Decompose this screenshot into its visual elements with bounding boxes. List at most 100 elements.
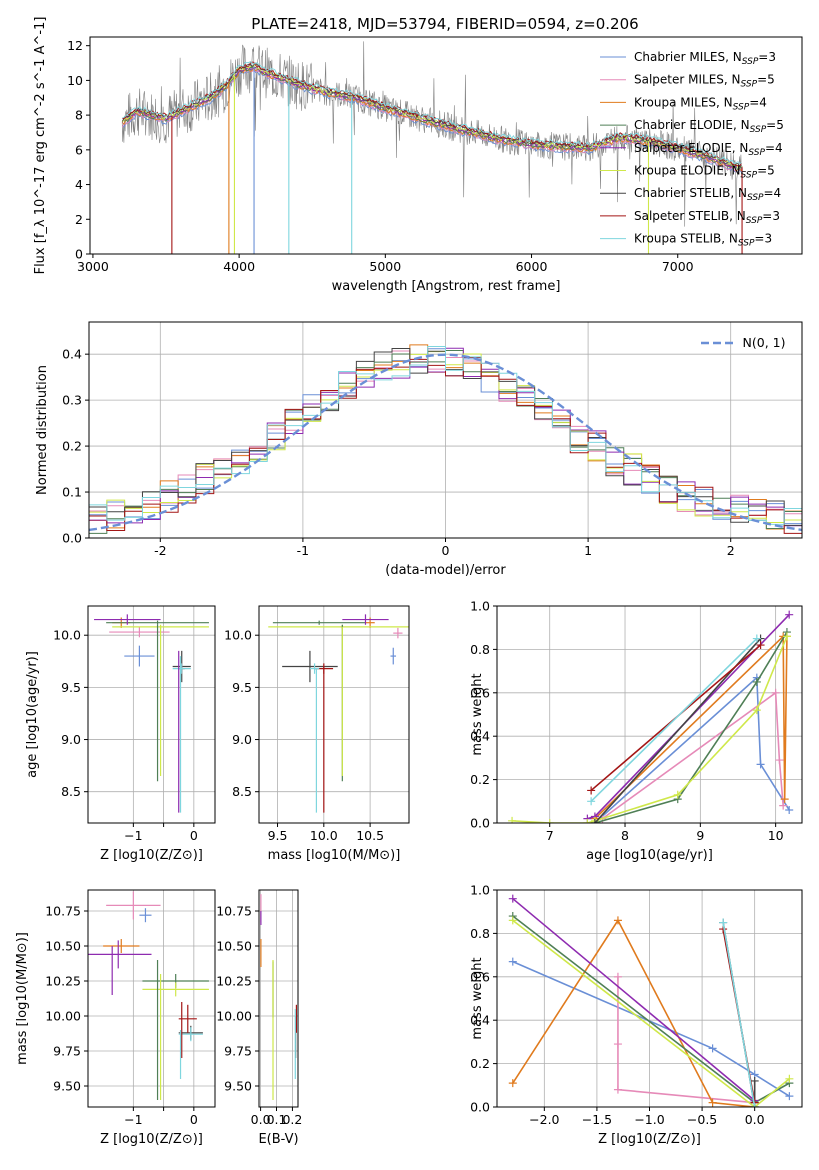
- ylabel: Flux [f_λ 10^-17 erg cm^-2 s^-1 A^-1]: [33, 17, 48, 275]
- xlabel: E(B-V): [258, 1132, 298, 1147]
- xtick-label: 0.0: [745, 1112, 765, 1127]
- xtick-label: 10.5: [356, 828, 384, 843]
- ytick-label: 1.0: [470, 599, 490, 614]
- series-line: [512, 915, 790, 1104]
- ytick-label: 9.50: [224, 1079, 252, 1094]
- marker: [719, 918, 728, 927]
- ylabel: mass weight: [470, 957, 485, 1039]
- axes-frame: [496, 605, 803, 824]
- legend-label: Chabrier ELODIE, NSSP=5: [634, 118, 784, 135]
- ytick-label: 0.0: [470, 1100, 490, 1115]
- series-line: [617, 976, 755, 1104]
- marker: [587, 786, 596, 795]
- marker: [752, 634, 761, 643]
- xtick-label: 0: [190, 1112, 198, 1127]
- xlabel: age [log10(age/yr)]: [586, 848, 713, 863]
- ytick-label: 10.00: [45, 1009, 81, 1024]
- panel-mass_vs_z: −1 0 9.50 9.75 10.00 10.25 10.50 10.75 Z [log10(…: [15, 889, 216, 1147]
- xtick-label: 1: [584, 543, 592, 558]
- marker: [508, 894, 517, 903]
- plot-area: [508, 610, 794, 823]
- ytick-label: 9.0: [232, 732, 252, 747]
- ytick-label: 10.75: [45, 904, 81, 919]
- xtick-label: 7: [546, 828, 554, 843]
- xtick-label: -1: [297, 543, 309, 558]
- ytick-label: 9.5: [232, 680, 252, 695]
- xtick-label: 0.1: [267, 1112, 287, 1127]
- legend-label: Kroupa MILES, NSSP=4: [634, 95, 767, 112]
- marker: [708, 1098, 717, 1107]
- panel-age_vs_z: −1 0 8.5 9.0 9.5 10.0 Z [log10(Z/Z⊙)] age [log1…: [25, 605, 216, 863]
- xtick-label: 9: [696, 828, 704, 843]
- spectrum-model-kroupa_stelib: [122, 61, 742, 165]
- legend-label: Salpeter ELODIE, NSSP=4: [634, 141, 783, 158]
- figure-title: PLATE=2418, MJD=53794, FIBERID=0594, z=0…: [251, 15, 638, 33]
- xlabel: Z [log10(Z/Z⊙)]: [100, 1132, 203, 1147]
- marker: [779, 801, 788, 810]
- legend-label: Chabrier MILES, NSSP=3: [634, 50, 776, 67]
- marker: [785, 1092, 794, 1101]
- axes-frame: [87, 605, 216, 824]
- marker: [613, 1040, 622, 1049]
- spectrum-observed: [121, 41, 743, 227]
- xtick-label: 7000: [662, 259, 694, 274]
- ytick-label: 8: [75, 108, 83, 123]
- ylabel: mass [log10(M/M⊙)]: [15, 932, 30, 1065]
- panel-spectrum: Chabrier MILES, NSSP=3 Salpeter MILES, NS…: [33, 17, 803, 294]
- panel-weight_vs_z: −2.0 −1.5 −1.0 −0.5 0.0 0.0 0.2 0.4 0.6 0.8 1.0 Z […: [470, 883, 803, 1147]
- series-line: [594, 631, 788, 823]
- axes-frame: [89, 36, 803, 255]
- ytick-label: 0.3: [62, 393, 82, 408]
- ytick-label: 9.75: [53, 1044, 81, 1059]
- xtick-label: 10.0: [310, 828, 338, 843]
- ytick-label: 0: [75, 247, 83, 262]
- marker: [587, 797, 596, 806]
- ytick-label: 0.0: [62, 531, 82, 546]
- xtick-label: 6000: [516, 259, 548, 274]
- ytick-label: 0.2: [62, 439, 82, 454]
- plot-area: [508, 894, 794, 1107]
- series-line: [512, 960, 790, 1097]
- ytick-label: 0.6: [470, 685, 490, 700]
- ytick-label: 10.50: [216, 939, 252, 954]
- xtick-label: 3000: [77, 259, 109, 274]
- xtick-label: 2: [727, 543, 735, 558]
- axes-frame: [258, 889, 299, 1108]
- panel-weight_vs_age: 7 8 9 10 0.0 0.2 0.4 0.6 0.8 1.0 age [log10(age/yr…: [470, 599, 803, 863]
- ytick-label: 2: [75, 212, 83, 227]
- series-line: [512, 919, 790, 1107]
- marker: [750, 1103, 759, 1107]
- series-line: [512, 918, 755, 1107]
- ytick-label: 10.25: [216, 974, 252, 989]
- ytick-label: 0.6: [470, 969, 490, 984]
- xlabel: wavelength [Angstrom, rest frame]: [332, 279, 561, 294]
- marker: [756, 760, 765, 769]
- marker: [508, 1079, 517, 1088]
- spectrum-model-kroupa_elodie: [121, 63, 742, 169]
- marker: [545, 819, 554, 823]
- ytick-label: 0.8: [470, 926, 490, 941]
- series-line: [590, 637, 758, 802]
- xtick-label: 8: [621, 828, 629, 843]
- xtick-label: 10: [768, 828, 784, 843]
- ytick-label: 0.2: [470, 1056, 490, 1071]
- marker: [775, 756, 784, 765]
- marker: [785, 1074, 794, 1083]
- series-line: [722, 922, 756, 1107]
- ylabel: age [log10(age/yr)]: [25, 651, 40, 778]
- marker: [785, 805, 794, 814]
- plot-area: N(0, 1): [89, 335, 802, 534]
- ytick-label: 0.0: [470, 816, 490, 831]
- marker: [771, 688, 780, 697]
- xtick-label: −1: [124, 1112, 142, 1127]
- ytick-label: 0.2: [470, 772, 490, 787]
- panel-age_vs_mass: 9.5 10.0 10.5 8.5 9.0 9.5 10.0 mass [log10(M/M⊙…: [224, 605, 410, 863]
- ytick-label: 10.50: [45, 939, 81, 954]
- legend-label: Salpeter STELIB, NSSP=3: [634, 209, 780, 226]
- plot-area: [260, 894, 298, 1100]
- marker: [782, 632, 791, 641]
- xtick-label: -2: [154, 543, 166, 558]
- xtick-label: 5000: [369, 259, 401, 274]
- xlabel: (data-model)/error: [385, 563, 506, 578]
